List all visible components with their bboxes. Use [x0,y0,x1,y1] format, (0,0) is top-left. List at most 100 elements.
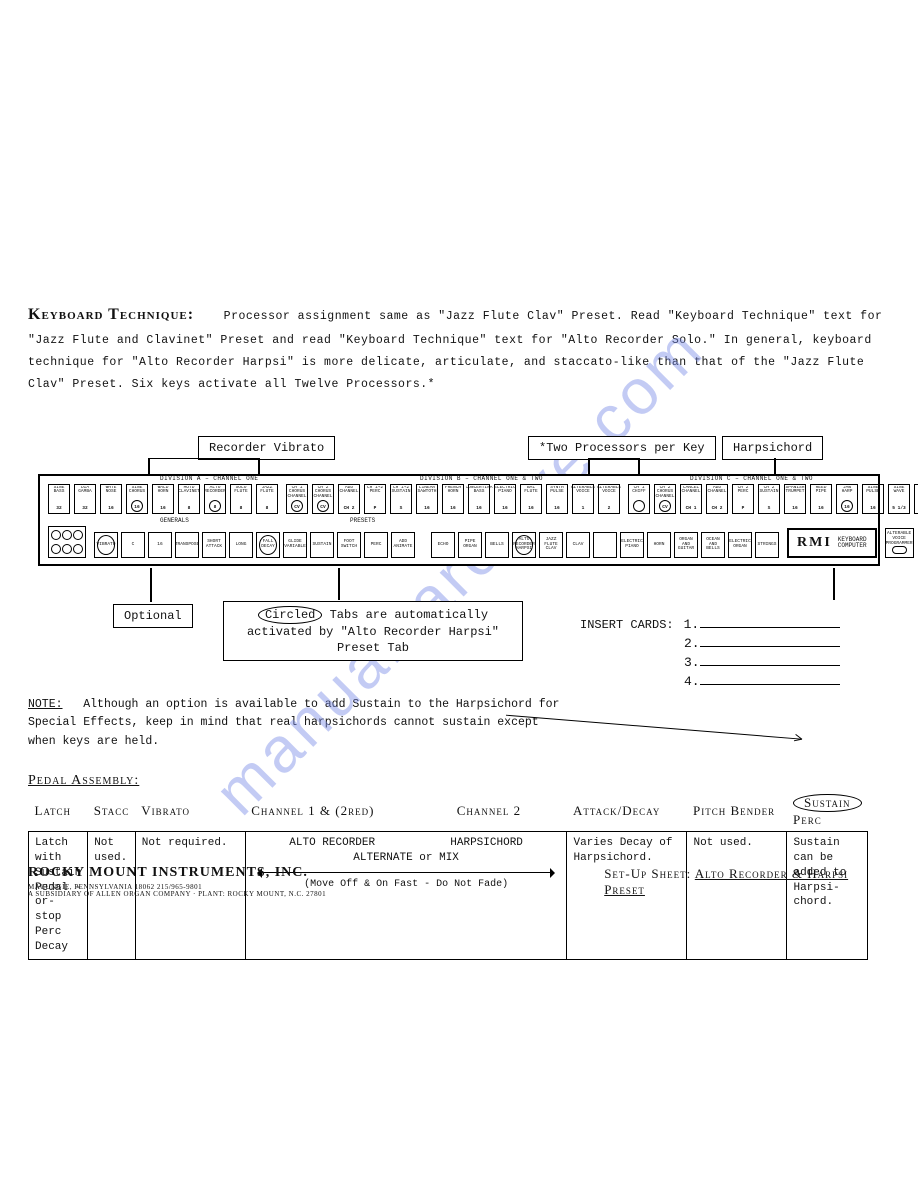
general-tab: PERC [364,532,388,558]
th-pitch: Pitch Bender [687,791,787,832]
keyboard-technique-block: Keyboard Technique: Processor assignment… [28,300,890,396]
panel-tab: SINE WAVE5 1/3 [888,484,910,514]
th-ch2: Channel 2 [451,791,567,832]
th-latch: Latch [29,791,88,832]
callout-recorder-vibrato: Recorder Vibrato [198,436,335,460]
footer-setup: Set-Up Sheet: Alto Recorder & Harpsi Pre… [604,866,890,898]
panel-tab: REED PIPE16 [810,484,832,514]
preset-tab: OCEAN AND BELLS [701,532,725,558]
preset-tab: HORN [647,532,671,558]
panel-tab: CH 2 PERCP [732,484,754,514]
knob-icon [73,544,83,554]
preset-tab: ELECTRIC ORGAN [728,532,752,558]
panel-diagram: Recorder Vibrato *Two Processors per Key… [28,436,890,636]
panel-bottom-row: VIBRATOC16TRANSPOSESHORT ATTACKLONGFALL … [48,522,870,558]
knob-icon [51,530,61,540]
preset-tab: JAZZ FLUTE CLAV [539,532,563,558]
rmi-panel: DIVISION A – CHANNEL ONE DIVISION B – CH… [38,474,880,566]
division-a-label: DIVISION A – CHANNEL ONE [160,475,258,482]
knob-icon [51,544,61,554]
td-ch2: HARPSICHORD [450,836,523,851]
panel-tab: SINE WAVE2 [914,484,918,514]
panel-tab: DIA GAMBA32 [74,484,96,514]
th-sustain: Sustain Perc [787,791,868,832]
callout-harpsichord: Harpsichord [722,436,823,460]
th-stacc: Stacc [88,791,136,832]
general-tab: TRANSPOSE [175,532,199,558]
panel-tab: WALD HORN16 [152,484,174,514]
general-tab: GLIDE VARIABLE [283,532,307,558]
general-tab: SUSTAIN [310,532,334,558]
panel-tab: CH 2 SUSTAINS [758,484,780,514]
panel-tab: CANCEL CHANNELCH 1 [680,484,702,514]
panel-tab: CH 1 CHORUS CHANNELCV [286,484,308,514]
insert-card-num: 3. [684,655,700,670]
general-tab: LONG [229,532,253,558]
knob-cluster [48,526,86,558]
panel-tab: SINE PULSE16 [862,484,884,514]
logo-text: RMI [797,535,832,551]
line [338,568,340,600]
page-footer: ROCKY MOUNT INSTRUMENTS, INC. MACUNGIE, … [28,865,890,898]
knob-icon [73,530,83,540]
kt-heading: Keyboard Technique: [28,306,194,323]
general-tab: ADD ANIMATE [391,532,415,558]
callout-optional: Optional [113,604,193,628]
general-tab: VIBRATO [94,532,118,558]
callout-two-processors: *Two Processors per Key [528,436,716,460]
knob-icon [62,544,72,554]
preset-tab: ALTO RECORDER HARPSI [512,532,536,558]
division-c-label: DIVISION C – CHANNEL ONE & TWO [690,475,813,482]
th-attack: Attack/Decay [567,791,687,832]
card-reader-slot-icon [892,546,907,554]
blank-line [700,654,840,666]
preset-tab: BELLS [485,532,509,558]
panel-tab: JAZZ FLUTE8 [256,484,278,514]
general-tab: FALL DECAY [256,532,280,558]
panel-tab: CH 2 CHORUS CHANNELCV [654,484,676,514]
division-b-label: DIVISION B – CHANNEL ONE & TWO [420,475,543,482]
panel-tab: CH 1 CHIFF [628,484,650,514]
card-reader: ALTERABLE VOICE PROGRAMMER [885,528,914,558]
th-ch1: Channel 1 & (2red) [245,791,451,832]
panel-tab: SPANISH TRUMPET16 [784,484,806,514]
sustain-oval: Sustain [793,794,862,812]
general-tab: C [121,532,145,558]
generals-tabs: VIBRATOC16TRANSPOSESHORT ATTACKLONGFALL … [94,532,415,558]
panel-tab: ADD CHANNELCH 2 [338,484,360,514]
panel-tab: MUTD CLAVINET8 [178,484,200,514]
preset-tab: STRINGS [755,532,779,558]
th-vibrato: Vibrato [135,791,245,832]
blank-line [700,673,840,685]
logo-subtext: KEYBOARD COMPUTER [838,537,867,549]
presets-tabs: ECHOPIPE ORGANBELLSALTO RECORDER HARPSIJ… [431,532,779,558]
note-block: NOTE: Although an option is available to… [28,696,568,751]
line [150,568,152,602]
insert-cards-label: INSERT CARDS: [580,618,674,632]
preset-tab: PIPE ORGAN [458,532,482,558]
panel-top-tabs: SINE BASS32DIA GAMBA32WHTE NOSE16SINE CH… [48,484,870,518]
preset-tab: ELECTRIC PIANO [620,532,644,558]
panel-tab: WHTE NOSE16 [100,484,122,514]
company-addr2: A SUBSIDIARY OF ALLEN ORGAN COMPANY · PL… [28,890,326,898]
blank-line [700,635,840,647]
rmi-logo: RMI KEYBOARD COMPUTER [787,528,877,558]
knob-icon [62,530,72,540]
preset-tab: ECHO [431,532,455,558]
panel-tab: SYNTH PULSE16 [546,484,568,514]
panel-tab: ALTERABLE VOICE1 [572,484,594,514]
line [148,458,258,460]
company-name: ROCKY MOUNT INSTRUMENTS, INC. [28,865,308,880]
panel-tab: LINEAR SAWTOTH16 [416,484,438,514]
td-ch1: ALTO RECORDER [289,836,375,851]
panel-tab: SINE CHORUS16 [126,484,148,514]
insert-card-num: 4. [684,674,700,689]
line [588,458,638,460]
panel-tab: BAL FLUTE16 [520,484,542,514]
td-altmix: ALTERNATE or MIX [252,851,561,866]
note-label: NOTE: [28,698,63,711]
insert-cards: INSERT CARDS: 1. 2. 3. 4. [580,616,840,692]
general-tab: 16 [148,532,172,558]
note-text: Although an option is available to add S… [28,698,559,748]
preset-tab: CLAV [566,532,590,558]
